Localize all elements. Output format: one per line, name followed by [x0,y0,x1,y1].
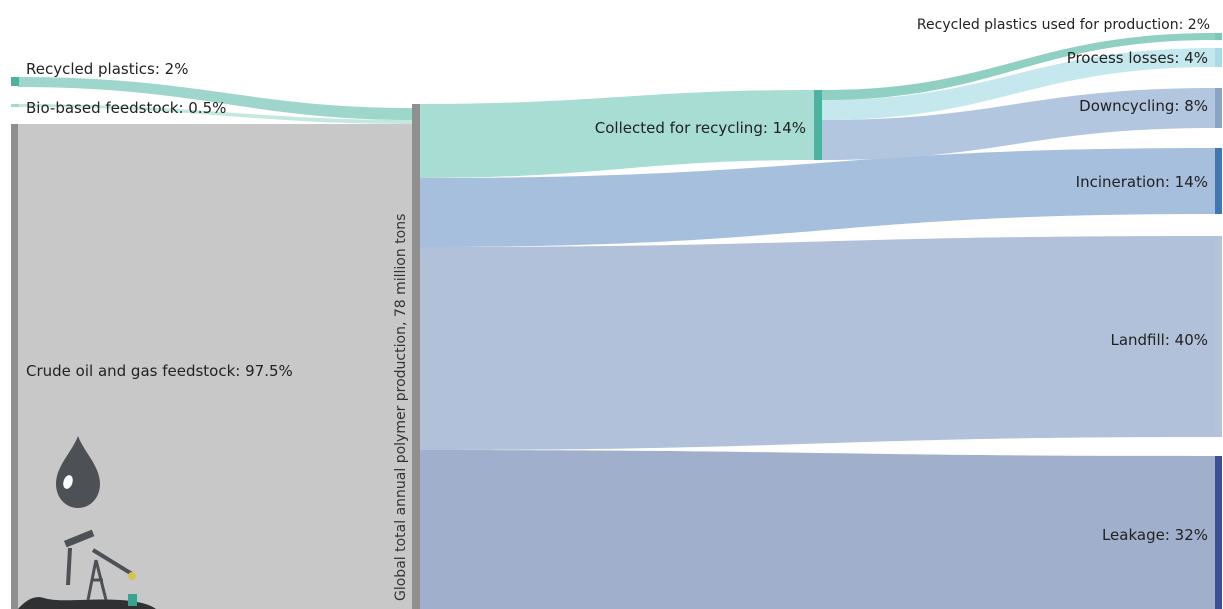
node-process-losses [1215,48,1222,67]
flow-production-to-landfill [420,236,1215,450]
flow-crude-to-production [18,124,412,609]
oil-drop-icon [56,436,100,508]
label-production: Global total annual polymer production, … [393,214,409,601]
label-collected-for-recycling: Collected for recycling: 14% [595,119,806,137]
flow-production-to-collected [420,90,814,178]
label-downcycling: Downcycling: 8% [1079,97,1208,115]
flow-collected-to-recycled-used [822,33,1215,100]
pumpjack-icon [18,529,156,609]
node-crude-feedstock [11,124,18,609]
label-landfill: Landfill: 40% [1110,331,1208,349]
node-bio-based-feedstock [11,104,19,107]
label-crude-feedstock: Crude oil and gas feedstock: 97.5% [26,362,293,380]
flow-production-to-incineration [420,148,1215,247]
node-recycled-used [1215,33,1222,40]
node-recycled-plastics [11,77,19,86]
flow-recycled-to-production [18,77,412,120]
flow-biobased-to-production [12,104,412,124]
flow-collected-to-downcycling [822,88,1215,160]
label-incineration: Incineration: 14% [1076,173,1208,191]
node-downcycling [1215,88,1222,128]
node-leakage [1215,456,1222,609]
label-leakage: Leakage: 32% [1102,526,1208,544]
flow-collected-to-process-losses [822,48,1215,120]
node-landfill [1215,236,1222,437]
flow-production-to-leakage [420,450,1215,609]
label-bio-based-feedstock: Bio-based feedstock: 0.5% [26,99,226,117]
label-recycled-plastics: Recycled plastics: 2% [26,60,188,78]
label-process-losses: Process losses: 4% [1067,49,1208,67]
label-recycled-used: Recycled plastics used for production: 2… [917,17,1210,33]
node-incineration [1215,148,1222,214]
node-production [412,104,420,609]
node-collected-for-recycling [814,90,822,160]
